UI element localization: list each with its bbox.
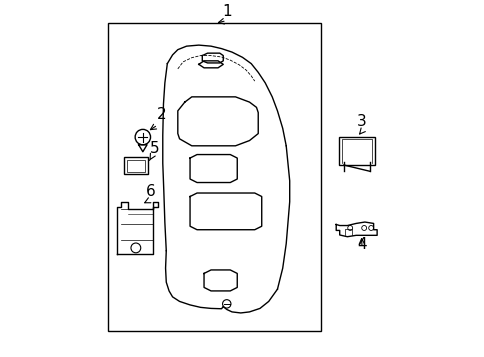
Text: 2: 2 xyxy=(156,107,166,122)
Bar xyxy=(127,160,145,172)
Text: 4: 4 xyxy=(357,237,366,252)
Text: 3: 3 xyxy=(357,114,366,129)
Text: 5: 5 xyxy=(149,141,159,156)
Bar xyxy=(338,137,375,165)
Bar xyxy=(107,24,320,331)
Text: 1: 1 xyxy=(222,4,231,19)
Text: 6: 6 xyxy=(146,184,155,199)
Bar xyxy=(124,157,148,174)
